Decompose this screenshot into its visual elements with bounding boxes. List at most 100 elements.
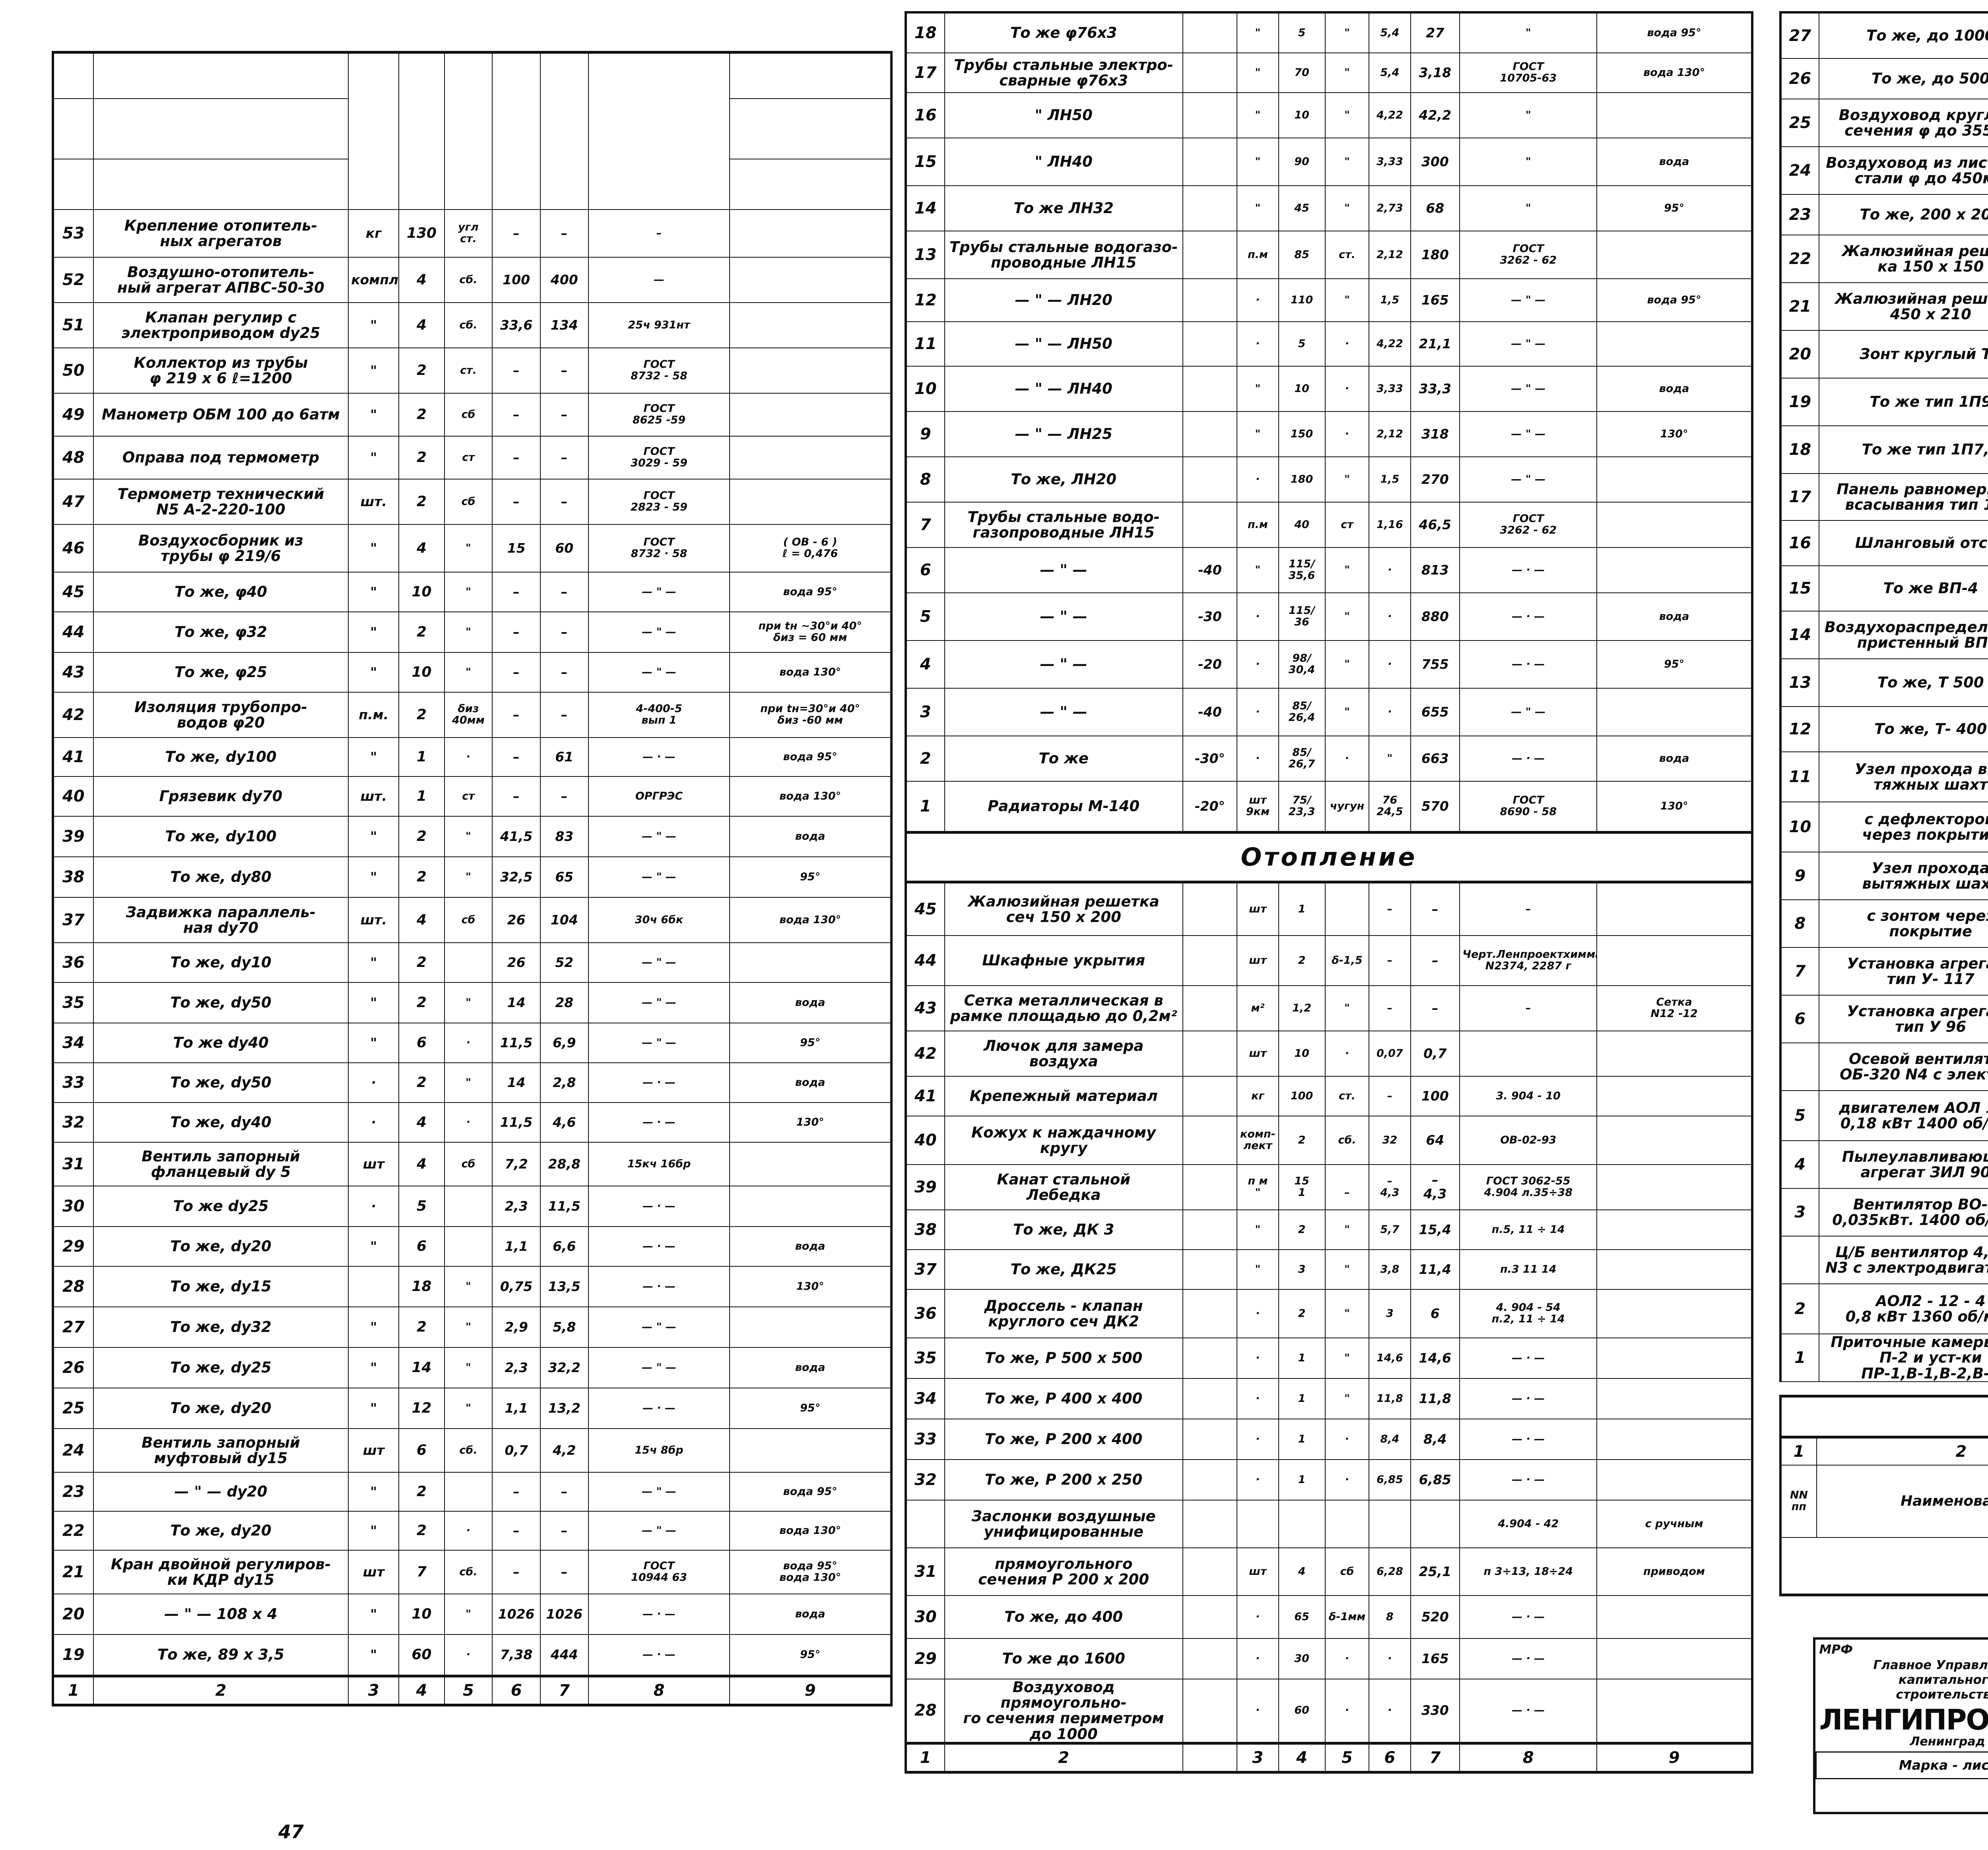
row-name: Лючок для замера воздуха	[944, 1031, 1183, 1077]
row-weight-each: 1,5	[1369, 456, 1411, 503]
row-number: 52	[52, 257, 94, 303]
table-row: 26 То же, dy25 " 14 " 2,3 32,2— " — вода	[52, 1347, 893, 1388]
row-unit: ·	[348, 1102, 400, 1143]
table-row: 45 То же, φ40 " 10 " – – — " — вода 95°	[52, 572, 893, 612]
row-number: 10	[1779, 802, 1819, 852]
row-unit: ·	[1237, 1678, 1279, 1744]
row-unit: "	[1237, 1249, 1279, 1290]
row-weight-total: –	[540, 393, 589, 437]
row-number: 28	[52, 1266, 94, 1307]
row-weight-total: 300	[1410, 138, 1460, 186]
bottom-page-number: 47	[278, 1821, 304, 1842]
row-weight-total: 6	[1410, 1289, 1460, 1338]
row-name: — " — ЛН40	[944, 366, 1183, 412]
row-name: Ц/Б вентилятор 4,9-57 N3 с электродвигат…	[1818, 1236, 1988, 1284]
table-row: 52 Воздушно-отопитель- ный агрегат АПВС-5…	[52, 257, 893, 303]
row-weight-each	[1369, 1500, 1411, 1548]
row-note	[1596, 1678, 1753, 1744]
row-unit: шт.	[348, 776, 400, 817]
row-number: 15	[905, 138, 945, 186]
row-name: То же, φ25	[93, 652, 349, 693]
row-weight-each: 2,73	[1369, 185, 1411, 231]
blank-cell	[540, 99, 589, 159]
row-name: Пылеулавливающий агрегат ЗИЛ 900	[1818, 1140, 1988, 1189]
row-number: 28	[905, 1678, 945, 1744]
row-name: Кожух к наждачному кругу	[944, 1116, 1183, 1165]
row-weight-total	[1410, 1500, 1460, 1548]
row-qty: 2	[398, 436, 445, 479]
row-note: 95°	[729, 1388, 893, 1429]
row-material: чугун	[1324, 781, 1370, 833]
table-row: 11— " — ЛН50 · 5 · 4,22 21,1— " —	[905, 321, 1753, 367]
row-weight-each: 2,9	[492, 1306, 541, 1348]
row-unit: "	[348, 347, 400, 394]
row-name: То же, 89 х 3,5	[93, 1634, 349, 1677]
row-material: "	[444, 982, 493, 1023]
row-material: "	[444, 1306, 493, 1348]
row-weight-each: 15	[492, 524, 541, 573]
row-gost: 3. 904 - 10	[1459, 1076, 1598, 1116]
row-number: 3	[1779, 1188, 1819, 1237]
row-qty: 2	[398, 982, 445, 1023]
blank-cell	[444, 159, 493, 210]
row-material: "	[1324, 1378, 1370, 1419]
table-row: 7 Трубы стальные водо- газопроводные ЛН15…	[905, 502, 1753, 548]
row-note: 95°	[729, 856, 893, 898]
row-note	[1596, 92, 1753, 138]
row-unit: "	[348, 1472, 400, 1512]
row-note	[729, 1306, 893, 1348]
row-number: 21	[1779, 282, 1819, 331]
row-weight-each: –	[492, 572, 541, 612]
ventilation-header-table: Вентиляция 1 2 3 4 5 6 7 8 9 NN пп Наиме…	[1779, 1395, 1988, 1596]
row-weight-total: 14,6	[1410, 1338, 1460, 1379]
row-weight-total: –	[540, 652, 589, 693]
row-material: "	[1324, 138, 1370, 186]
row-name: То же ЛН32	[944, 185, 1183, 231]
row-qty: 5	[1278, 11, 1326, 53]
header-col-nn: NN пп	[1779, 1465, 1817, 1538]
row-gost: "	[1459, 138, 1598, 186]
row-material: сб	[444, 897, 493, 943]
row-weight-each: –	[492, 1511, 541, 1551]
row-note: вода 95°	[1596, 11, 1753, 53]
row-number: 20	[1779, 330, 1819, 379]
row-gost	[1459, 1031, 1598, 1077]
row-name: Установка агрегата тип У 96	[1818, 995, 1988, 1043]
table-row: 15 " ЛН40 " 90 " 3,33 300 " вода	[905, 138, 1753, 186]
blank-row	[52, 51, 893, 99]
row-subtype	[1182, 1116, 1238, 1165]
row-weight-each: ·	[1369, 1678, 1411, 1744]
row-subtype	[1182, 1338, 1238, 1379]
row-qty: 2	[1278, 1289, 1326, 1338]
row-number: 21	[52, 1550, 94, 1594]
row-weight-total: 813	[1410, 547, 1460, 593]
ministry-left: МРФ	[1819, 1642, 1853, 1657]
row-material: δиз 40мм	[444, 692, 493, 738]
row-number: 1	[905, 781, 945, 833]
row-gost: п.3 11 14	[1459, 1249, 1598, 1290]
row-qty: 2	[1278, 1209, 1326, 1250]
row-material: "	[444, 611, 493, 653]
row-weight-each: ·	[1369, 547, 1411, 593]
row-note	[1596, 1209, 1753, 1250]
row-number: 8	[1779, 899, 1819, 948]
row-note: вода 95°	[729, 737, 893, 777]
row-number: 14	[905, 185, 945, 231]
table-row: 23— " — dy20 " 2– – — " — вода 95°	[52, 1472, 893, 1512]
table-row: 2 То же -30° · 85/ 26,7 · " 663— · — вода	[905, 736, 1753, 782]
row-weight-each: 3,33	[1369, 366, 1411, 412]
row-gost: ГОСТ 3062-55 4.904 л.35÷38	[1459, 1164, 1598, 1210]
row-number: 32	[52, 1102, 94, 1143]
row-unit: "	[1237, 1209, 1279, 1250]
row-name: — " —	[944, 688, 1183, 736]
row-number: 45	[52, 572, 94, 612]
row-unit: ·	[1237, 1338, 1279, 1379]
table-row: 46 Воздухосборник из трубы φ 219/6 " 4 " 15 60…	[52, 524, 893, 573]
row-weight-total: –	[540, 611, 589, 653]
table-row: 24 Вентиль запорный муфтовый dy15 шт 6 сб. 0,…	[52, 1428, 893, 1473]
row-number: 17	[1779, 473, 1819, 521]
colnum-9: 9	[1596, 1741, 1753, 1774]
